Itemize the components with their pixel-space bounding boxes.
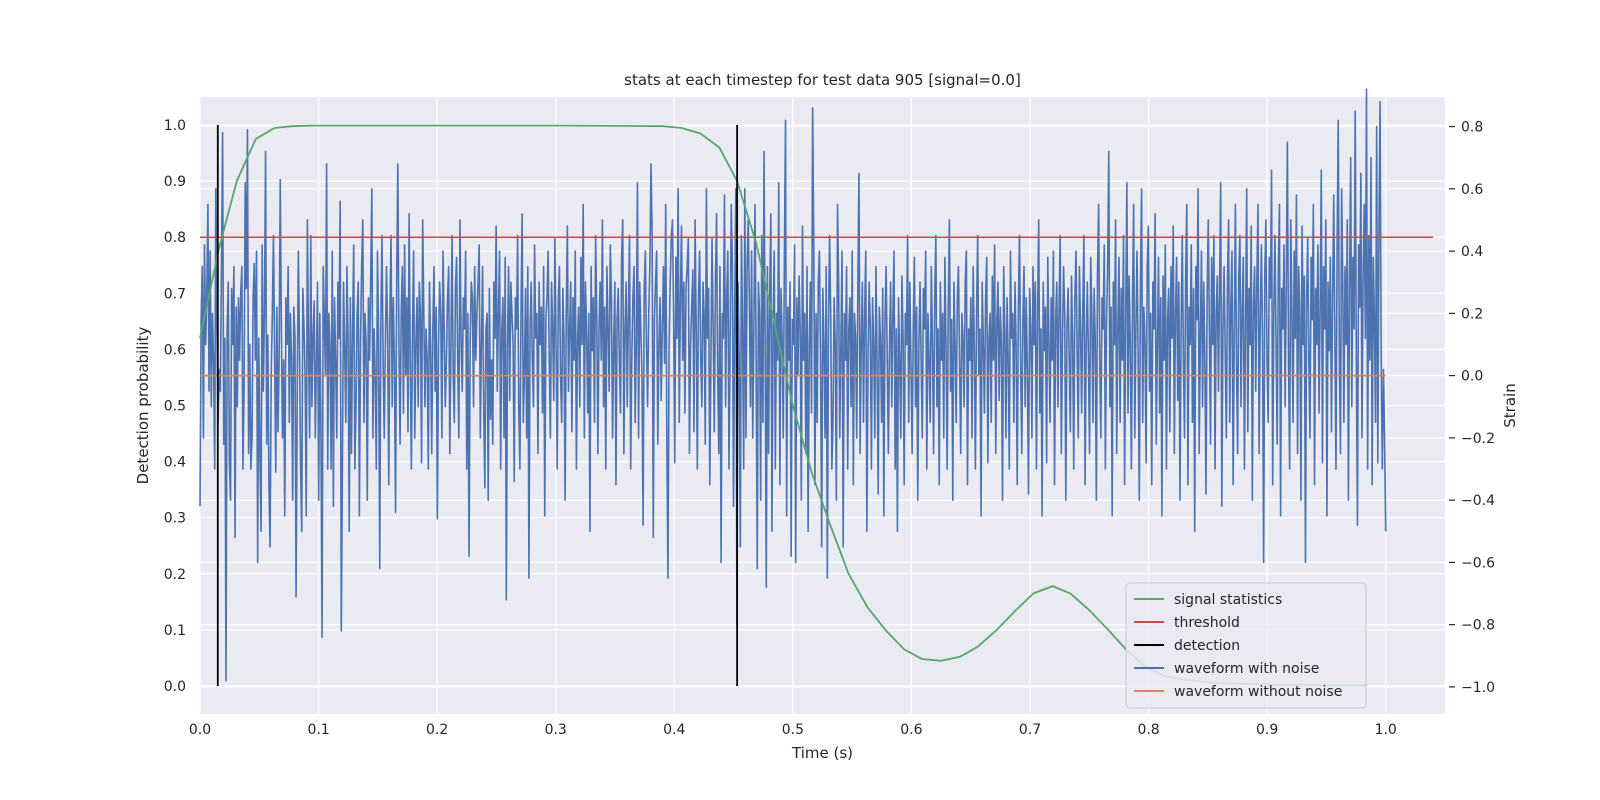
series-waveform-with-noise	[199, 88, 1387, 682]
y2-tick-label: −0.4	[1461, 493, 1495, 509]
y-tick-label: 0.4	[164, 455, 186, 471]
y-tick-label: 0.6	[164, 342, 186, 358]
x-axis-ticks: 0.0 0.1 0.2 0.3 0.4 0.5 0.6 0.7 0.8 0.9 1.0	[189, 722, 1397, 738]
y2-tick-label: −0.8	[1461, 618, 1495, 634]
x-tick-label: 1.0	[1375, 722, 1397, 738]
y2-axis-label: Strain	[1501, 383, 1519, 427]
legend-label: threshold	[1174, 615, 1240, 631]
x-tick-label: 0.5	[782, 722, 804, 738]
x-tick-label: 0.8	[1137, 722, 1159, 738]
x-tick-label: 0.3	[545, 722, 567, 738]
x-tick-label: 0.0	[189, 722, 211, 738]
x-tick-label: 0.1	[307, 722, 329, 738]
y2-tick-label: 0.8	[1461, 120, 1483, 136]
y-tick-label: 0.8	[164, 230, 186, 246]
x-tick-label: 0.2	[426, 722, 448, 738]
y-tick-label: 0.3	[164, 511, 186, 527]
y2-tick-label: 0.4	[1461, 244, 1483, 260]
legend-label: waveform without noise	[1174, 684, 1342, 700]
y2-tick-label: −0.2	[1461, 431, 1495, 447]
y-tick-label: 0.5	[164, 399, 186, 415]
x-tick-label: 0.9	[1256, 722, 1278, 738]
legend-label: detection	[1174, 638, 1240, 654]
y2-tick-label: 0.0	[1461, 369, 1483, 385]
y2-axis-ticks: −1.0 −0.8 −0.6 −0.4 −0.2 0.0 0.2 0.4 0.6 0.8	[1449, 120, 1495, 696]
y2-tick-label: 0.2	[1461, 306, 1483, 322]
chart-title: stats at each timestep for test data 905…	[624, 71, 1021, 89]
x-axis-label: Time (s)	[791, 744, 853, 762]
legend-label: waveform with noise	[1174, 661, 1319, 677]
y-axis-ticks: 0.0 0.1 0.2 0.3 0.4 0.5 0.6 0.7 0.8 0.9 1.0	[164, 118, 186, 695]
y-tick-label: 1.0	[164, 118, 186, 134]
y2-tick-label: −1.0	[1461, 680, 1495, 696]
legend-box	[1125, 582, 1367, 709]
y-tick-label: 0.0	[164, 679, 186, 695]
y-tick-label: 0.1	[164, 623, 186, 639]
y-tick-label: 0.2	[164, 567, 186, 583]
y2-tick-label: −0.6	[1461, 555, 1495, 571]
y-tick-label: 0.7	[164, 286, 186, 302]
y-tick-label: 0.9	[164, 174, 186, 190]
y-axis-label: Detection probability	[134, 327, 152, 485]
x-tick-label: 0.6	[900, 722, 922, 738]
legend: signal statistics threshold detection wavef…	[1125, 582, 1367, 709]
y2-tick-label: 0.6	[1461, 182, 1483, 198]
x-tick-label: 0.7	[1019, 722, 1041, 738]
x-tick-label: 0.4	[663, 722, 685, 738]
legend-label: signal statistics	[1174, 592, 1282, 608]
